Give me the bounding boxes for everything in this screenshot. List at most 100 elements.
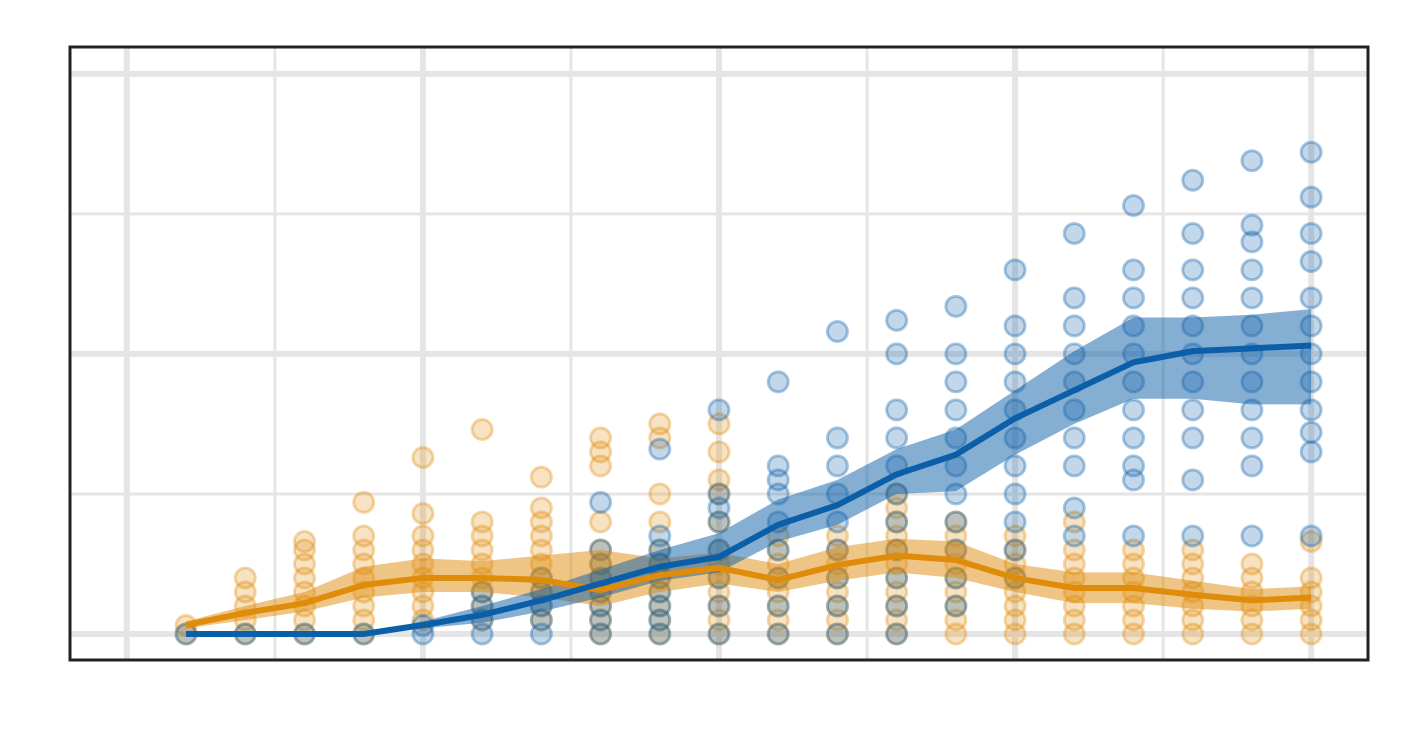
scatter-point: [707, 496, 731, 520]
scatter-point: [707, 608, 731, 632]
scatter-point: [944, 294, 968, 318]
scatter-point: [1181, 552, 1205, 576]
scatter-point: [1240, 286, 1264, 310]
scatter-point: [766, 608, 790, 632]
scatter-point: [1299, 185, 1323, 209]
scatter-point: [1062, 426, 1086, 450]
scatter-point: [885, 342, 909, 366]
scatter-point: [707, 412, 731, 436]
scatter-point: [1003, 510, 1027, 534]
scatter-point: [1240, 426, 1264, 450]
scatter-point: [1240, 566, 1264, 590]
scatter-point: [1299, 524, 1323, 548]
scatter-point: [825, 320, 849, 344]
scatter-point: [766, 454, 790, 478]
scatter-point: [470, 622, 494, 646]
scatter-point: [233, 580, 257, 604]
scatter-point: [648, 622, 672, 646]
scatter-point: [1062, 286, 1086, 310]
scatter-point: [470, 524, 494, 548]
scatter-point: [1062, 510, 1086, 534]
scatter-point: [589, 510, 613, 534]
scatter-point: [885, 608, 909, 632]
scatter-point: [1299, 286, 1323, 310]
scatter-point: [1299, 140, 1323, 164]
scatter-point: [352, 524, 376, 548]
scatter-point: [1299, 440, 1323, 464]
scatter-point: [1062, 538, 1086, 562]
scatter-point: [825, 580, 849, 604]
scatter-point: [766, 370, 790, 394]
scatter-point: [648, 622, 672, 646]
scatter-point: [1240, 213, 1264, 237]
scatter-point: [589, 454, 613, 478]
scatter-point: [885, 426, 909, 450]
scatter-point: [1240, 230, 1264, 254]
plot-frame: [68, 45, 1370, 662]
scatter-point: [885, 594, 909, 618]
scatter-point: [648, 608, 672, 632]
scatter-point: [1122, 468, 1146, 492]
scatter-point: [648, 524, 672, 548]
scatter-point: [1062, 524, 1086, 548]
scatter-point: [589, 490, 613, 514]
scatter-point: [1003, 342, 1027, 366]
scatter-point: [825, 454, 849, 478]
scatter-point: [825, 622, 849, 646]
scatter-point: [1181, 426, 1205, 450]
scatter-point: [1240, 149, 1264, 173]
scatter-point: [1240, 524, 1264, 548]
scatter-point: [1181, 524, 1205, 548]
scatter-point: [1003, 622, 1027, 646]
scatter-point: [1240, 454, 1264, 478]
scatter-point: [885, 308, 909, 332]
scatter-point: [529, 496, 553, 520]
scatter-point: [1122, 524, 1146, 548]
scatter-point: [944, 608, 968, 632]
scatter-point: [470, 538, 494, 562]
scatter-point: [1181, 222, 1205, 246]
scatter-point: [766, 468, 790, 492]
scatter-point: [1003, 538, 1027, 562]
scatter-point: [411, 524, 435, 548]
scatter-point: [1299, 420, 1323, 444]
scatter-point: [1299, 608, 1323, 632]
scatter-point: [1122, 426, 1146, 450]
scatter-point: [411, 446, 435, 470]
scatter-point: [1299, 530, 1323, 554]
scatter-point: [766, 594, 790, 618]
scatter-point: [648, 426, 672, 450]
scatter-point: [944, 580, 968, 604]
scatter-point: [1299, 250, 1323, 274]
scatter-point: [944, 510, 968, 534]
scatter-point: [885, 622, 909, 646]
scatter-point: [766, 622, 790, 646]
scatter-point: [944, 342, 968, 366]
scatter-point: [1062, 222, 1086, 246]
scatter-point: [589, 622, 613, 646]
scatter-point: [1181, 608, 1205, 632]
scatter-point: [411, 594, 435, 618]
scatter-point: [529, 524, 553, 548]
scatter-point: [1003, 594, 1027, 618]
scatter-point: [944, 370, 968, 394]
scatter-point: [1240, 552, 1264, 576]
scatter-point: [885, 622, 909, 646]
scatter-point: [825, 594, 849, 618]
scatter-point: [1003, 314, 1027, 338]
scatter-point: [766, 594, 790, 618]
scatter-point: [292, 538, 316, 562]
scatter-point: [529, 465, 553, 489]
scatter-point: [1181, 622, 1205, 646]
scatter-point: [529, 622, 553, 646]
scatter-point: [944, 594, 968, 618]
scatter-point: [1122, 454, 1146, 478]
scatter-point: [707, 594, 731, 618]
scatter-point: [1299, 566, 1323, 590]
scatter-point: [885, 510, 909, 534]
scatter-point: [1003, 454, 1027, 478]
scatter-point: [648, 412, 672, 436]
scatter-point: [885, 496, 909, 520]
